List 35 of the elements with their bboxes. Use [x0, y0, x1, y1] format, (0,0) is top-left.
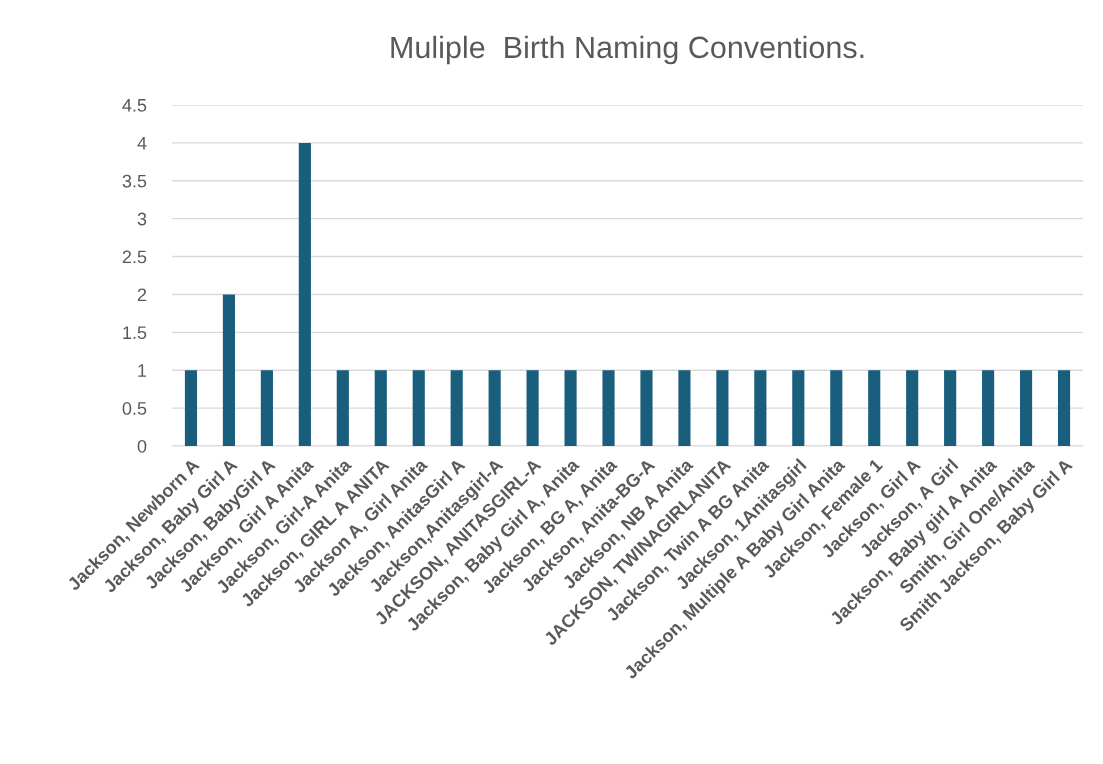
bar [754, 370, 767, 446]
bar [982, 370, 995, 446]
bar [640, 370, 653, 446]
bar [412, 370, 425, 446]
bar [906, 370, 919, 446]
bar [222, 294, 236, 446]
bar [450, 370, 463, 446]
chart-title: Muliple Birth Naming Conventions. [391, 35, 864, 65]
y-tick-label: 4 [137, 137, 147, 150]
y-tick-label: 3 [137, 212, 147, 226]
y-tick-label: 4.5 [122, 99, 147, 112]
y-tick-label: 1.5 [123, 326, 147, 340]
y-tick-label: 1 [138, 364, 147, 377]
bar [488, 370, 501, 446]
bar [716, 370, 729, 446]
bar [1019, 370, 1033, 446]
bar [298, 142, 311, 446]
bar [260, 370, 273, 446]
bar [184, 370, 198, 446]
bar [868, 370, 881, 446]
y-tick-label: 0 [137, 439, 147, 453]
bar [678, 370, 691, 446]
bar [602, 370, 615, 446]
y-tick-label: 0.5 [122, 402, 147, 415]
y-tick-label: 2.5 [122, 250, 147, 264]
bar [526, 370, 539, 446]
bar [944, 370, 957, 446]
bar [792, 370, 805, 446]
bar [374, 370, 387, 446]
bar [830, 370, 843, 446]
bar [336, 370, 349, 446]
bar [1057, 370, 1071, 446]
y-tick-label: 2 [137, 288, 147, 301]
bar [564, 370, 577, 446]
y-tick-label: 3.5 [122, 174, 147, 188]
